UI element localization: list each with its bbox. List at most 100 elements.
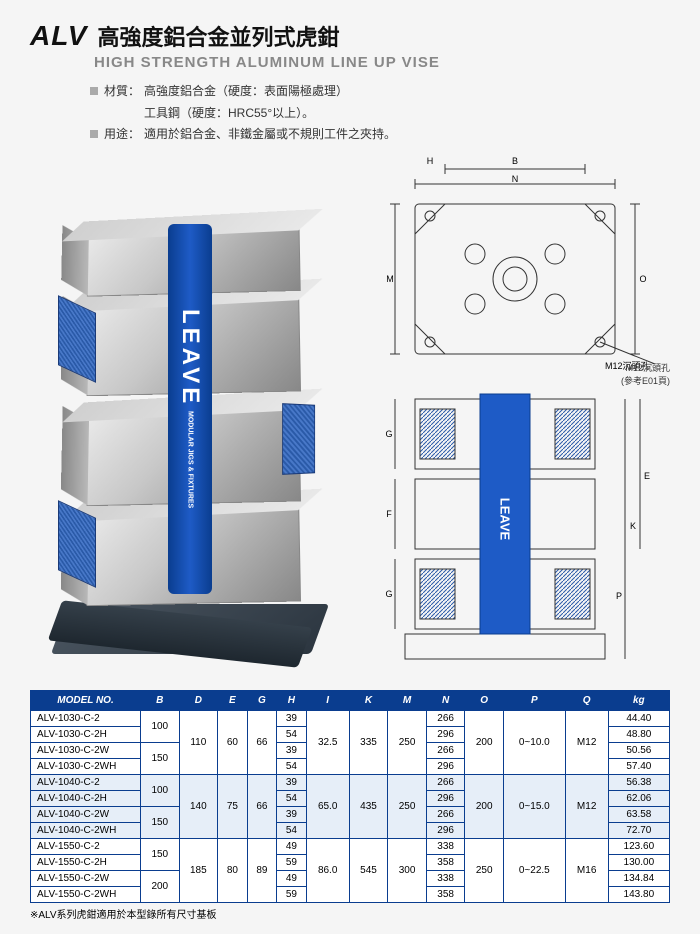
cell-kg: 56.38 xyxy=(608,774,669,790)
cell-model: ALV-1040-C-2H xyxy=(31,790,141,806)
cell-E: 80 xyxy=(218,838,248,902)
tech-drawing-side: G F G K E P LEAVE xyxy=(360,389,670,679)
cell-N: 296 xyxy=(426,790,465,806)
footnote: ※ALV系列虎鉗適用於本型錄所有尺寸基板 xyxy=(30,906,670,921)
bullet-icon xyxy=(90,87,98,95)
col-O: O xyxy=(465,690,504,710)
col-B: B xyxy=(141,690,180,710)
cell-kg: 50.56 xyxy=(608,742,669,758)
title-english: HIGH STRENGTH ALUMINUM LINE UP VISE xyxy=(94,54,670,71)
cell-H: 59 xyxy=(277,854,307,870)
cell-model: ALV-1550-C-2WH xyxy=(31,886,141,902)
cell-D: 185 xyxy=(179,838,218,902)
cell-model: ALV-1030-C-2 xyxy=(31,710,141,726)
table-row: ALV-1550-C-215018580894986.0545300338250… xyxy=(31,838,670,854)
svg-text:E: E xyxy=(644,471,650,481)
svg-text:N: N xyxy=(512,174,519,184)
cell-kg: 62.06 xyxy=(608,790,669,806)
table-header-row: MODEL NO.BDEGHIKMNOPQkg xyxy=(31,690,670,710)
col-Q: Q xyxy=(565,690,608,710)
brand-name: LEAVE xyxy=(176,309,204,407)
svg-text:H: H xyxy=(427,156,434,166)
material-text2: 工具鋼（硬度：HRC55°以上）。 xyxy=(144,103,314,125)
title-chinese: 高強度鋁合金並列式虎鉗 xyxy=(97,20,339,52)
cell-B: 150 xyxy=(141,806,180,838)
cell-kg: 63.58 xyxy=(608,806,669,822)
cell-G: 89 xyxy=(247,838,277,902)
col-N: N xyxy=(426,690,465,710)
col-D: D xyxy=(179,690,218,710)
hole-note-ref: (參考E01頁) xyxy=(621,376,670,386)
cell-model: ALV-1030-C-2W xyxy=(31,742,141,758)
cell-N: 338 xyxy=(426,870,465,886)
svg-text:F: F xyxy=(386,509,392,519)
cell-B: 150 xyxy=(141,742,180,774)
bullet-icon xyxy=(90,130,98,138)
cell-kg: 48.80 xyxy=(608,726,669,742)
header: ALV 高強度鋁合金並列式虎鉗 HIGH STRENGTH ALUMINUM L… xyxy=(30,20,670,71)
cell-kg: 57.40 xyxy=(608,758,669,774)
cell-model: ALV-1030-C-2WH xyxy=(31,758,141,774)
spec-table: MODEL NO.BDEGHIKMNOPQkg ALV-1030-C-21001… xyxy=(30,690,670,921)
cell-N: 338 xyxy=(426,838,465,854)
cell-model: ALV-1550-C-2W xyxy=(31,870,141,886)
cell-Q: M16 xyxy=(565,838,608,902)
cell-I: 65.0 xyxy=(306,774,349,838)
brand-sub1: MODULAR JIGS & FIXTURES xyxy=(187,411,194,508)
svg-text:M: M xyxy=(386,274,394,284)
tech-drawing-top: B H N M O M12沉頭孔 xyxy=(360,154,670,374)
cell-G: 66 xyxy=(247,710,277,774)
cell-H: 54 xyxy=(277,726,307,742)
brand-strip: LEAVE MODULAR JIGS & FIXTURES xyxy=(168,224,212,594)
cell-M: 250 xyxy=(388,710,427,774)
usage-label: 用途： xyxy=(104,124,144,146)
svg-text:G: G xyxy=(385,429,392,439)
cell-P: 0~10.0 xyxy=(503,710,565,774)
cell-N: 296 xyxy=(426,726,465,742)
svg-text:B: B xyxy=(512,156,518,166)
table-body: ALV-1030-C-210011060663932.5335250266200… xyxy=(31,710,670,902)
model-code: ALV xyxy=(30,20,87,52)
spec-block: 材質： 高強度鋁合金（硬度：表面陽極處理） 工具鋼（硬度：HRC55°以上）。 … xyxy=(90,81,670,146)
table-row: ALV-1030-C-210011060663932.5335250266200… xyxy=(31,710,670,726)
cell-B: 200 xyxy=(141,870,180,902)
col-M: M xyxy=(388,690,427,710)
cell-H: 39 xyxy=(277,774,307,790)
svg-text:K: K xyxy=(630,521,636,531)
cell-O: 200 xyxy=(465,774,504,838)
cell-B: 100 xyxy=(141,774,180,806)
cell-K: 335 xyxy=(349,710,388,774)
svg-text:O: O xyxy=(639,274,646,284)
col-E: E xyxy=(218,690,248,710)
cell-M: 250 xyxy=(388,774,427,838)
cell-kg: 123.60 xyxy=(608,838,669,854)
cell-O: 200 xyxy=(465,710,504,774)
cell-kg: 72.70 xyxy=(608,822,669,838)
cell-B: 100 xyxy=(141,710,180,742)
cell-model: ALV-1030-C-2H xyxy=(31,726,141,742)
table-row: ALV-1040-C-210014075663965.0435250266200… xyxy=(31,774,670,790)
cell-D: 140 xyxy=(179,774,218,838)
cell-M: 300 xyxy=(388,838,427,902)
material-label: 材質： xyxy=(104,81,144,103)
cell-N: 358 xyxy=(426,854,465,870)
col-H: H xyxy=(277,690,307,710)
col-I: I xyxy=(306,690,349,710)
cell-N: 266 xyxy=(426,774,465,790)
cell-model: ALV-1550-C-2H xyxy=(31,854,141,870)
cell-kg: 143.80 xyxy=(608,886,669,902)
col-P: P xyxy=(503,690,565,710)
cell-D: 110 xyxy=(179,710,218,774)
cell-N: 266 xyxy=(426,710,465,726)
product-photo: LEAVE MODULAR JIGS & FIXTURES xyxy=(40,154,340,654)
cell-H: 54 xyxy=(277,790,307,806)
cell-E: 60 xyxy=(218,710,248,774)
cell-H: 59 xyxy=(277,886,307,902)
cell-model: ALV-1040-C-2W xyxy=(31,806,141,822)
cell-kg: 44.40 xyxy=(608,710,669,726)
cell-N: 296 xyxy=(426,758,465,774)
col-kg: kg xyxy=(608,690,669,710)
cell-model: ALV-1040-C-2 xyxy=(31,774,141,790)
cell-Q: M12 xyxy=(565,710,608,774)
cell-H: 39 xyxy=(277,742,307,758)
